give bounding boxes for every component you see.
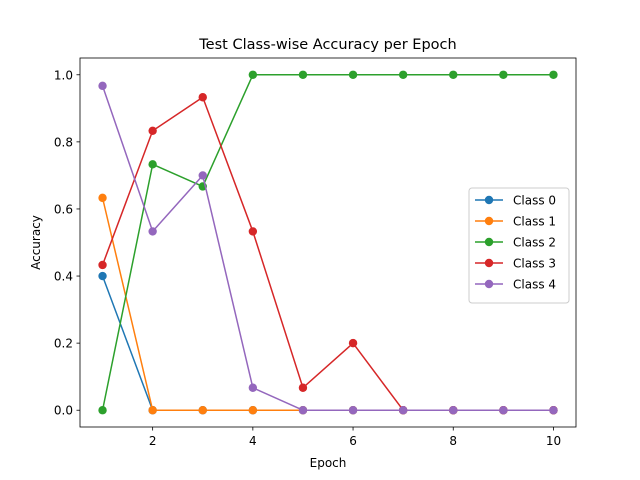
legend-swatch-marker bbox=[484, 258, 494, 268]
data-point bbox=[148, 126, 157, 135]
data-point bbox=[348, 406, 358, 415]
data-point bbox=[98, 193, 107, 203]
legend: Class 0 Class 1 Class 2 Class 3 Class 4 bbox=[468, 187, 570, 304]
legend-label: Class 0 bbox=[513, 194, 556, 208]
x-tick-label: 6 bbox=[349, 434, 357, 448]
legend-label: Class 1 bbox=[513, 215, 556, 229]
x-tick-label: 2 bbox=[149, 434, 157, 448]
x-axis-label: Epoch bbox=[310, 456, 347, 470]
data-point bbox=[248, 406, 258, 415]
plot-area: 2 4 6 8 10 0.0 0.2 0.4 0.6 0.8 1.0 bbox=[54, 68, 561, 448]
legend-swatch-marker bbox=[484, 279, 494, 289]
y-tick-label: 0.0 bbox=[54, 404, 73, 418]
data-point bbox=[549, 70, 558, 79]
y-axis-label: Accuracy bbox=[29, 215, 43, 270]
legend-swatch-marker bbox=[484, 216, 494, 226]
y-tick-label: 0.2 bbox=[54, 337, 73, 351]
x-tick-label: 10 bbox=[546, 434, 561, 448]
data-point bbox=[198, 406, 207, 415]
legend-label: Class 3 bbox=[513, 257, 556, 271]
data-point bbox=[148, 227, 157, 236]
data-point bbox=[98, 271, 107, 281]
legend-item: Class 4 bbox=[475, 278, 556, 292]
series-line bbox=[101, 74, 554, 411]
data-point bbox=[549, 406, 558, 415]
axes-frame bbox=[79, 57, 577, 428]
y-tick-label: 0.4 bbox=[54, 270, 73, 284]
data-point bbox=[499, 70, 508, 79]
data-point bbox=[298, 70, 308, 79]
legend-swatch-marker bbox=[484, 195, 494, 205]
data-point bbox=[348, 70, 358, 79]
legend-label: Class 2 bbox=[513, 236, 556, 250]
y-tick-label: 1.0 bbox=[54, 68, 73, 82]
data-point bbox=[198, 93, 207, 102]
legend-item: Class 3 bbox=[475, 257, 556, 271]
data-point bbox=[449, 70, 458, 79]
data-point bbox=[248, 70, 258, 79]
data-point bbox=[98, 260, 107, 270]
legend-box bbox=[468, 187, 570, 304]
series-line bbox=[101, 85, 554, 411]
data-point bbox=[248, 383, 258, 392]
legend-swatch-marker bbox=[484, 237, 494, 247]
data-point bbox=[398, 406, 408, 415]
data-point bbox=[499, 406, 508, 415]
x-tick-label: 8 bbox=[449, 434, 457, 448]
data-point bbox=[98, 81, 107, 91]
data-point bbox=[449, 406, 458, 415]
series-class-4 bbox=[98, 81, 558, 415]
data-point bbox=[148, 160, 157, 169]
x-tick-label: 4 bbox=[249, 434, 257, 448]
chart-title: Test Class-wise Accuracy per Epoch bbox=[198, 37, 456, 53]
data-point bbox=[298, 383, 308, 392]
legend-item: Class 0 bbox=[475, 194, 556, 208]
series-class-2 bbox=[98, 70, 558, 415]
data-point bbox=[398, 70, 408, 79]
data-point bbox=[348, 338, 358, 348]
data-point bbox=[148, 406, 157, 415]
data-point bbox=[98, 406, 107, 415]
y-tick-label: 0.6 bbox=[54, 202, 73, 216]
data-point bbox=[248, 227, 258, 236]
data-point bbox=[198, 171, 207, 180]
legend-label: Class 4 bbox=[513, 278, 556, 292]
legend-item: Class 2 bbox=[475, 236, 556, 250]
data-point bbox=[298, 406, 308, 415]
y-tick-label: 0.8 bbox=[54, 135, 73, 149]
legend-item: Class 1 bbox=[475, 215, 556, 229]
